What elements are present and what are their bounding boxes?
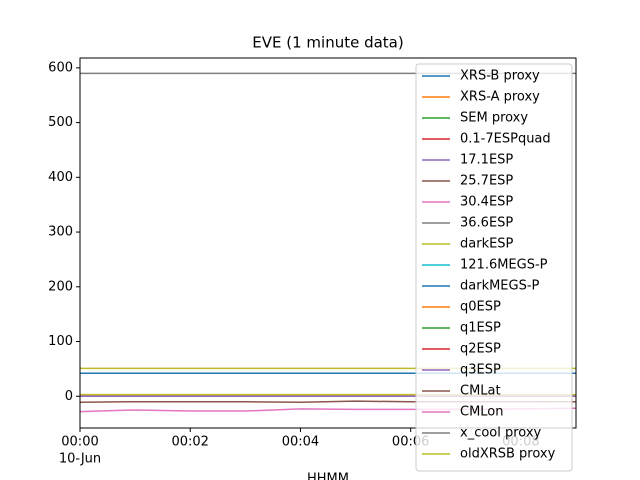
legend-label: XRS-B proxy <box>460 69 540 84</box>
legend-label: darkESP <box>460 237 514 252</box>
legend-label: q3ESP <box>460 363 501 378</box>
legend-label: darkMEGS-P <box>460 279 540 294</box>
legend-label: 0.1-7ESPquad <box>460 132 551 147</box>
legend-label: CMLat <box>460 384 501 399</box>
legend-label: 30.4ESP <box>460 195 513 210</box>
legend-label: SEM proxy <box>460 111 528 126</box>
y-tick-label: 100 <box>48 334 73 349</box>
legend-label: 17.1ESP <box>460 153 513 168</box>
legend-label: q2ESP <box>460 342 501 357</box>
legend-label: x_cool proxy <box>460 426 542 441</box>
legend-label: q1ESP <box>460 321 501 336</box>
legend-label: 121.6MEGS-P <box>460 258 548 273</box>
chart-title: EVE (1 minute data) <box>252 34 403 52</box>
x-tick-label: 00:04 <box>282 435 319 450</box>
legend-box <box>415 63 573 472</box>
y-tick-label: 200 <box>48 279 73 294</box>
legend-label: CMLon <box>460 405 504 420</box>
legend-label: 36.6ESP <box>460 216 513 231</box>
x-axis-label: HHMM <box>307 472 349 480</box>
y-tick-label: 500 <box>48 115 73 130</box>
y-tick-label: 600 <box>48 60 73 75</box>
x-tick-sublabel: 10-Jun <box>59 452 101 467</box>
legend-label: q0ESP <box>460 300 501 315</box>
y-tick-label: 0 <box>65 389 73 404</box>
legend-label: oldXRSB proxy <box>460 447 556 462</box>
legend-label: 25.7ESP <box>460 174 513 189</box>
x-tick-label: 00:00 <box>61 435 98 450</box>
plot-frame <box>79 57 577 429</box>
legend-label: XRS-A proxy <box>460 90 540 105</box>
x-tick-label: 00:02 <box>171 435 208 450</box>
y-tick-label: 400 <box>48 170 73 185</box>
y-tick-label: 300 <box>48 225 73 240</box>
